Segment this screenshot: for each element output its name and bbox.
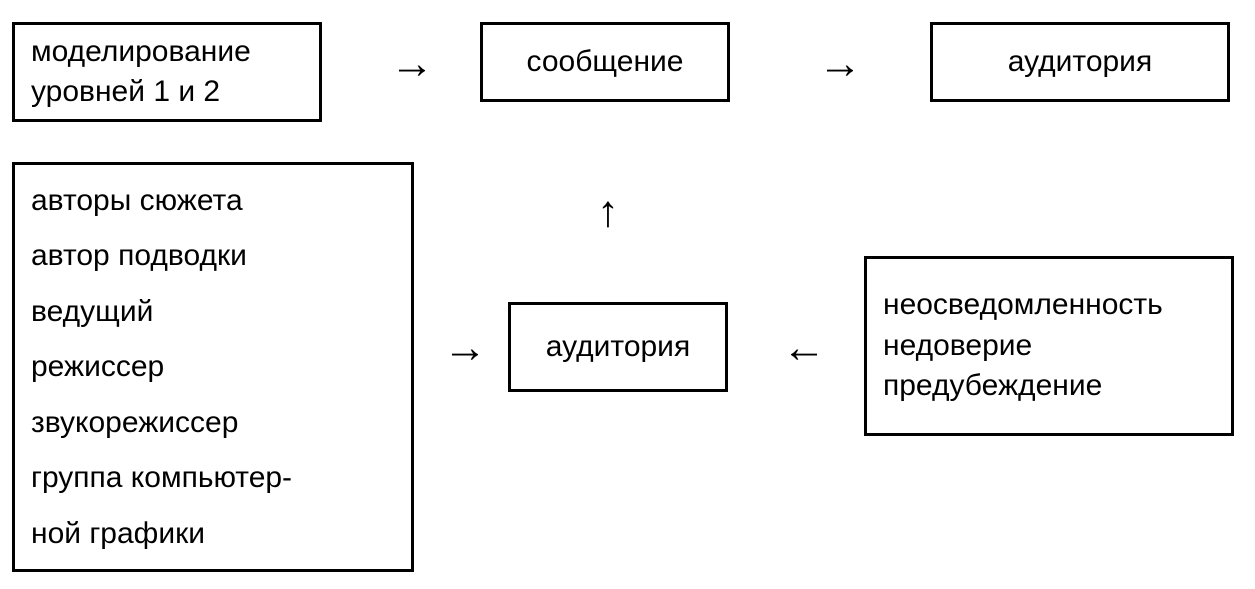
node-audience-middle-text: аудитория	[546, 327, 690, 368]
roles-item-1: авторы сюжета	[15, 173, 259, 229]
node-roles: авторы сюжета автор подводки ведущий реж…	[12, 162, 414, 572]
roles-item-2: автор подводки	[15, 228, 263, 284]
diagram-canvas: моделирование уровней 1 и 2 сообщение ау…	[0, 0, 1255, 589]
node-message-text: сообщение	[527, 42, 684, 83]
arrow-right-icon: →	[443, 326, 487, 370]
node-modeling: моделирование уровней 1 и 2	[12, 22, 322, 122]
node-audience-middle: аудитория	[508, 302, 728, 392]
arrow-left-icon: ←	[782, 326, 826, 370]
node-modeling-line-2: уровней 1 и 2	[15, 72, 236, 113]
arrow-up-icon: ↑	[597, 190, 619, 234]
roles-item-5: звукорежиссер	[15, 395, 254, 451]
arrow-right-icon: →	[818, 42, 862, 86]
roles-item-7: ной графики	[15, 506, 221, 562]
roles-item-4: режиссер	[15, 339, 180, 395]
barriers-item-1: неосведомленность	[867, 285, 1179, 326]
node-message: сообщение	[480, 22, 730, 102]
roles-item-6: группа компьютер-	[15, 450, 308, 506]
barriers-item-3: предубеждение	[867, 366, 1118, 407]
node-audience-top-text: аудитория	[1008, 42, 1152, 83]
node-barriers: неосведомленность недоверие предубеждени…	[864, 256, 1234, 436]
node-modeling-line-1: моделирование	[15, 32, 267, 73]
arrow-right-icon: →	[390, 42, 434, 86]
node-audience-top: аудитория	[930, 22, 1230, 102]
roles-item-3: ведущий	[15, 284, 169, 340]
barriers-item-2: недоверие	[867, 326, 1048, 367]
